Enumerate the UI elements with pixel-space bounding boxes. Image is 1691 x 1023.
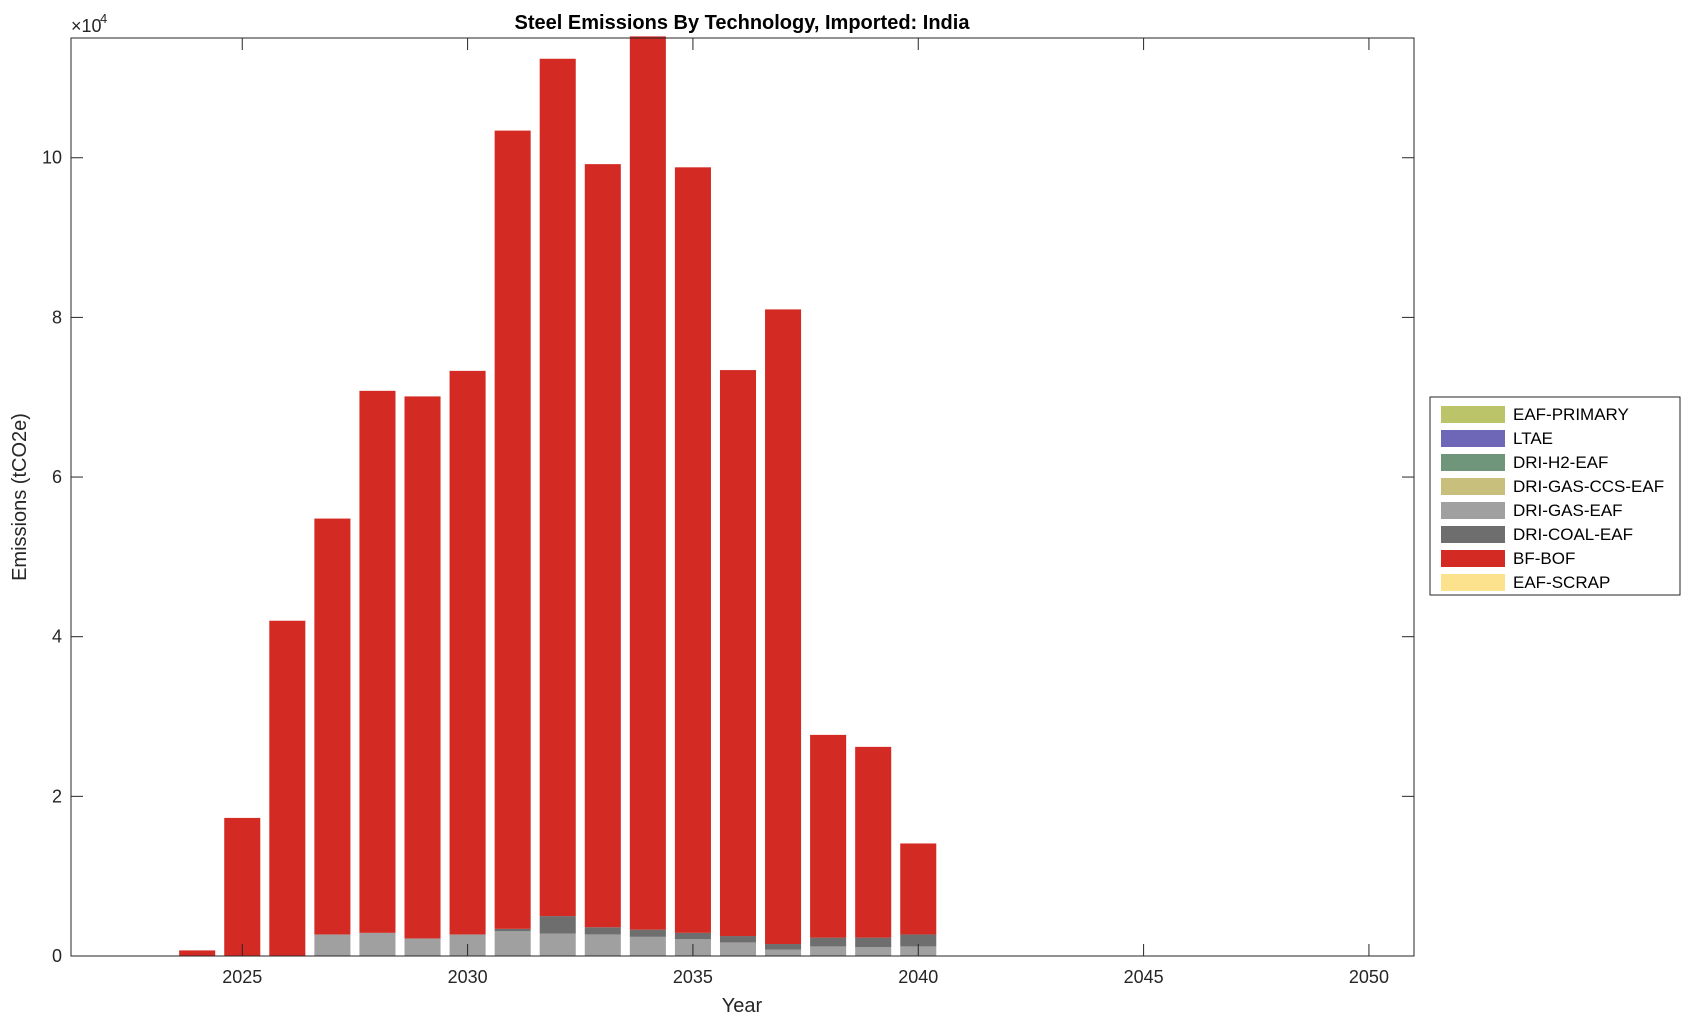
bar-dri-coal-eaf-2034 xyxy=(629,929,666,937)
legend-label-eaf-scrap: EAF-SCRAP xyxy=(1513,573,1610,592)
legend-label-ltae: LTAE xyxy=(1513,429,1553,448)
legend-swatch-dri-gas-ccs-eaf xyxy=(1441,478,1505,495)
y-tick-label: 10 xyxy=(42,148,62,168)
bar-dri-coal-eaf-2039 xyxy=(855,937,892,948)
bar-bf-bof-2039 xyxy=(855,746,892,938)
bar-bf-bof-2036 xyxy=(719,370,757,937)
bar-bf-bof-2027 xyxy=(314,518,351,935)
bars xyxy=(179,36,937,956)
x-tick-label: 2025 xyxy=(222,967,262,987)
legend-label-dri-gas-eaf: DRI-GAS-EAF xyxy=(1513,501,1623,520)
y-ticks: 0 2 4 6 8 10 xyxy=(42,148,1414,966)
y-tick-label: 0 xyxy=(52,946,62,966)
legend-swatch-eaf-scrap xyxy=(1441,574,1505,591)
bar-dri-gas-eaf-2039 xyxy=(855,947,892,956)
x-tick-label: 2040 xyxy=(898,967,938,987)
legend-swatch-eaf-primary xyxy=(1441,406,1505,423)
bar-dri-gas-eaf-2038 xyxy=(810,946,847,956)
legend-swatch-dri-gas-eaf xyxy=(1441,502,1505,519)
bar-dri-coal-eaf-2032 xyxy=(539,916,576,934)
bar-dri-coal-eaf-2037 xyxy=(765,944,802,950)
legend-entries: EAF-PRIMARY LTAE DRI-H2-EAF DRI-GAS-CCS-EAF… xyxy=(1441,405,1664,592)
chart-title: Steel Emissions By Technology, Imported:… xyxy=(515,12,971,34)
legend-label-eaf-primary: EAF-PRIMARY xyxy=(1513,405,1629,424)
bar-dri-gas-eaf-2031 xyxy=(494,931,531,956)
axes-box xyxy=(70,37,1415,957)
bar-bf-bof-2030 xyxy=(449,370,486,935)
bar-dri-gas-eaf-2037 xyxy=(765,949,802,956)
bar-bf-bof-2040 xyxy=(900,843,937,935)
bar-bf-bof-2024 xyxy=(179,950,216,956)
bar-bf-bof-2028 xyxy=(359,390,396,933)
x-axis-label: Year xyxy=(722,995,763,1017)
legend-label-bf-bof: BF-BOF xyxy=(1513,549,1575,568)
bar-bf-bof-2029 xyxy=(404,396,441,939)
legend: EAF-PRIMARY LTAE DRI-H2-EAF DRI-GAS-CCS-EAF… xyxy=(1429,396,1681,596)
legend-swatch-dri-h2-eaf xyxy=(1441,454,1505,471)
x-ticks: 2025 2030 2035 2040 2045 2050 xyxy=(222,38,1389,987)
bar-bf-bof-2037 xyxy=(765,309,802,945)
y-exponent: ×10 4 xyxy=(71,11,107,36)
legend-swatch-dri-coal-eaf xyxy=(1441,526,1505,543)
legend-label-dri-gas-ccs-eaf: DRI-GAS-CCS-EAF xyxy=(1513,477,1664,496)
bar-dri-coal-eaf-2040 xyxy=(900,934,937,947)
x-tick-label: 2045 xyxy=(1124,967,1164,987)
bar-dri-coal-eaf-2038 xyxy=(810,937,847,947)
y-tick-label: 2 xyxy=(52,786,62,806)
x-tick-label: 2030 xyxy=(448,967,488,987)
legend-swatch-bf-bof xyxy=(1441,550,1505,567)
y-tick-label: 8 xyxy=(52,307,62,327)
legend-swatch-ltae xyxy=(1441,430,1505,447)
bar-bf-bof-2031 xyxy=(494,130,531,929)
bar-dri-gas-eaf-2032 xyxy=(539,933,576,956)
y-tick-label: 4 xyxy=(52,627,62,647)
bar-dri-coal-eaf-2035 xyxy=(674,932,711,940)
x-tick-label: 2050 xyxy=(1349,967,1389,987)
y-axis-label: Emissions (tCO2e) xyxy=(9,413,31,581)
bar-dri-gas-eaf-2034 xyxy=(629,936,666,956)
bar-dri-gas-eaf-2027 xyxy=(314,934,351,956)
bar-bf-bof-2034 xyxy=(629,36,666,930)
plot-area: 2025 2030 2035 2040 2045 2050 0 2 4 6 8 10 xyxy=(42,36,1415,987)
y-exponent-base: ×10 xyxy=(71,16,102,36)
bar-dri-coal-eaf-2031 xyxy=(494,928,531,932)
bar-bf-bof-2033 xyxy=(584,164,621,928)
bar-bf-bof-2026 xyxy=(269,620,306,956)
legend-label-dri-coal-eaf: DRI-COAL-EAF xyxy=(1513,525,1633,544)
bar-bf-bof-2035 xyxy=(674,167,711,933)
bar-bf-bof-2038 xyxy=(810,734,847,938)
bar-dri-gas-eaf-2033 xyxy=(584,934,621,956)
y-tick-label: 6 xyxy=(52,467,62,487)
legend-label-dri-h2-eaf: DRI-H2-EAF xyxy=(1513,453,1608,472)
bar-dri-gas-eaf-2029 xyxy=(404,938,441,956)
bar-dri-coal-eaf-2033 xyxy=(584,927,621,935)
bar-dri-coal-eaf-2036 xyxy=(719,936,757,943)
bar-bf-bof-2025 xyxy=(224,817,261,956)
bar-dri-gas-eaf-2036 xyxy=(719,942,757,956)
y-exponent-power: 4 xyxy=(100,11,107,26)
bar-dri-gas-eaf-2028 xyxy=(359,932,396,956)
x-tick-label: 2035 xyxy=(673,967,713,987)
bar-bf-bof-2032 xyxy=(539,58,576,917)
